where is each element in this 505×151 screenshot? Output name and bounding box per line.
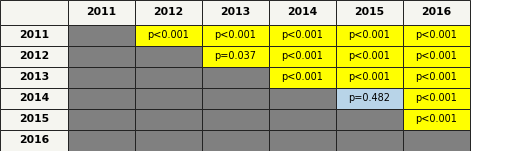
- Bar: [0, 46, 68, 67]
- Text: 2015: 2015: [19, 114, 49, 124]
- Text: 2013: 2013: [19, 72, 49, 82]
- Bar: [68, 88, 135, 109]
- Text: p<0.001: p<0.001: [416, 114, 458, 124]
- Bar: [202, 0, 269, 25]
- Bar: [202, 46, 269, 67]
- Text: p<0.001: p<0.001: [215, 30, 257, 40]
- Bar: [68, 67, 135, 88]
- Bar: [135, 88, 202, 109]
- Bar: [336, 0, 403, 25]
- Bar: [336, 46, 403, 67]
- Bar: [336, 109, 403, 130]
- Text: 2012: 2012: [154, 7, 184, 17]
- Text: 2016: 2016: [19, 135, 49, 145]
- Bar: [135, 46, 202, 67]
- Bar: [135, 109, 202, 130]
- Bar: [403, 25, 470, 46]
- Text: 2012: 2012: [19, 51, 49, 61]
- Text: 2011: 2011: [19, 30, 49, 40]
- Bar: [0, 130, 68, 151]
- Bar: [202, 67, 269, 88]
- Text: 2016: 2016: [421, 7, 451, 17]
- Bar: [269, 67, 336, 88]
- Bar: [68, 46, 135, 67]
- Bar: [202, 130, 269, 151]
- Bar: [403, 0, 470, 25]
- Bar: [336, 88, 403, 109]
- Text: p<0.001: p<0.001: [416, 51, 458, 61]
- Bar: [135, 67, 202, 88]
- Bar: [403, 67, 470, 88]
- Text: 2014: 2014: [287, 7, 318, 17]
- Bar: [135, 0, 202, 25]
- Bar: [0, 25, 68, 46]
- Text: p<0.001: p<0.001: [282, 72, 323, 82]
- Bar: [403, 88, 470, 109]
- Bar: [336, 67, 403, 88]
- Bar: [202, 88, 269, 109]
- Bar: [135, 25, 202, 46]
- Bar: [68, 109, 135, 130]
- Bar: [403, 130, 470, 151]
- Bar: [269, 130, 336, 151]
- Bar: [0, 0, 68, 25]
- Bar: [0, 88, 68, 109]
- Text: p<0.001: p<0.001: [348, 72, 390, 82]
- Text: p<0.001: p<0.001: [416, 93, 458, 103]
- Bar: [269, 88, 336, 109]
- Text: 2011: 2011: [86, 7, 117, 17]
- Bar: [336, 25, 403, 46]
- Text: p<0.001: p<0.001: [348, 30, 390, 40]
- Text: 2013: 2013: [220, 7, 250, 17]
- Text: p<0.001: p<0.001: [416, 30, 458, 40]
- Bar: [0, 109, 68, 130]
- Text: p=0.037: p=0.037: [215, 51, 257, 61]
- Bar: [269, 25, 336, 46]
- Bar: [135, 130, 202, 151]
- Text: p<0.001: p<0.001: [147, 30, 189, 40]
- Bar: [0, 67, 68, 88]
- Bar: [403, 46, 470, 67]
- Text: 2015: 2015: [355, 7, 385, 17]
- Bar: [403, 109, 470, 130]
- Bar: [269, 46, 336, 67]
- Text: p<0.001: p<0.001: [282, 30, 323, 40]
- Bar: [68, 25, 135, 46]
- Bar: [68, 130, 135, 151]
- Bar: [269, 0, 336, 25]
- Text: p=0.482: p=0.482: [348, 93, 390, 103]
- Bar: [269, 109, 336, 130]
- Bar: [336, 130, 403, 151]
- Bar: [68, 0, 135, 25]
- Text: p<0.001: p<0.001: [282, 51, 323, 61]
- Text: p<0.001: p<0.001: [348, 51, 390, 61]
- Bar: [202, 109, 269, 130]
- Text: p<0.001: p<0.001: [416, 72, 458, 82]
- Bar: [202, 25, 269, 46]
- Text: 2014: 2014: [19, 93, 49, 103]
